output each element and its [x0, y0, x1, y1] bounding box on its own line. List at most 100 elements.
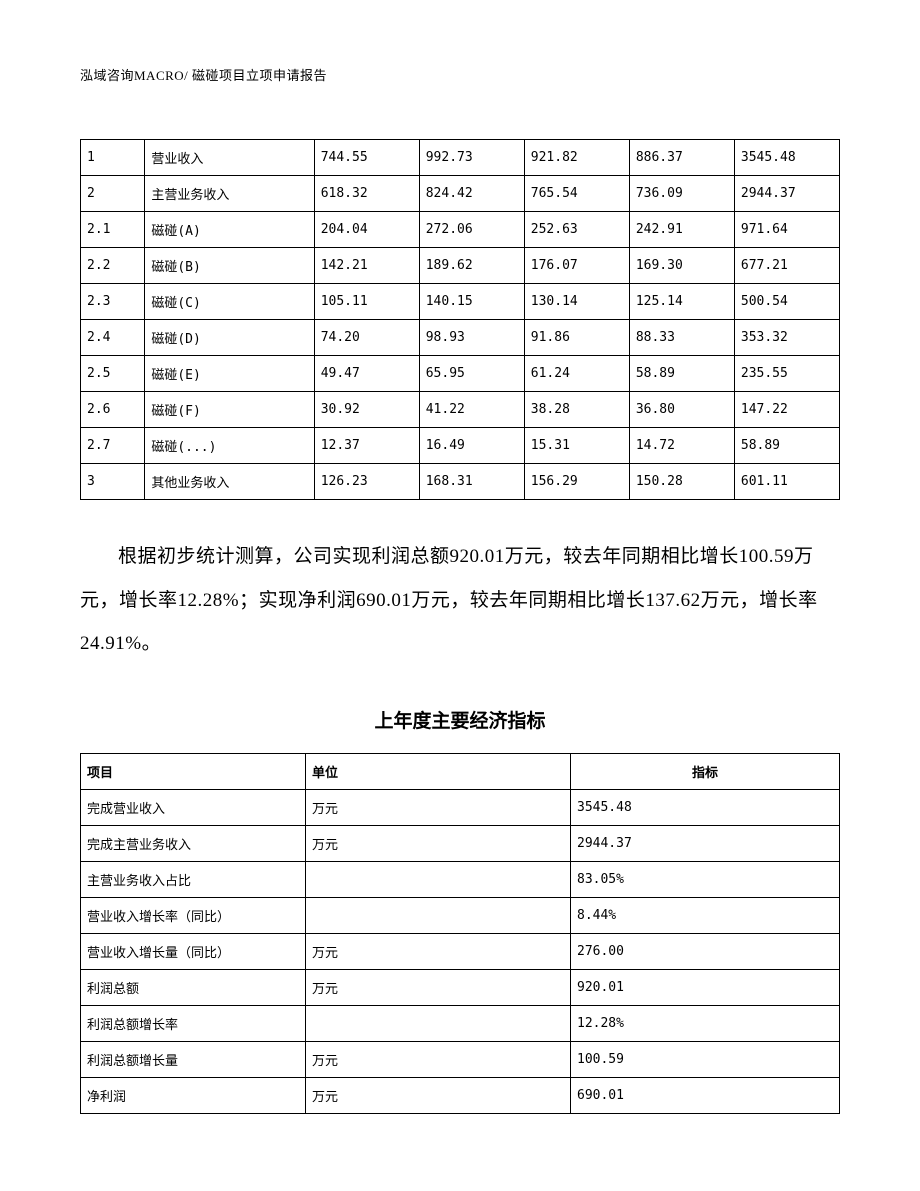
table-header-row: 项目 单位 指标	[81, 754, 840, 790]
table-row: 2.5磁碰(E)49.4765.9561.2458.89235.55	[81, 356, 840, 392]
table-row: 净利润万元690.01	[81, 1078, 840, 1114]
table-cell: 2.2	[81, 248, 145, 284]
table-cell: 15.31	[524, 428, 629, 464]
table-cell: 65.95	[419, 356, 524, 392]
table-row: 2.3磁碰(C)105.11140.15130.14125.14500.54	[81, 284, 840, 320]
table-cell: 176.07	[524, 248, 629, 284]
table-cell: 2.4	[81, 320, 145, 356]
table-cell: 100.59	[571, 1042, 840, 1078]
table-cell: 125.14	[629, 284, 734, 320]
table-row: 2主营业务收入618.32824.42765.54736.092944.37	[81, 176, 840, 212]
table-cell: 2.6	[81, 392, 145, 428]
table-cell: 235.55	[734, 356, 839, 392]
table-cell: 61.24	[524, 356, 629, 392]
table-cell: 3545.48	[571, 790, 840, 826]
table-cell	[306, 862, 571, 898]
table-cell: 618.32	[314, 176, 419, 212]
section-title: 上年度主要经济指标	[80, 706, 840, 733]
table-cell	[306, 898, 571, 934]
table-cell: 磁碰(E)	[145, 356, 314, 392]
table-row: 利润总额增长量万元100.59	[81, 1042, 840, 1078]
table-cell: 万元	[306, 790, 571, 826]
header-unit: 单位	[306, 754, 571, 790]
table-cell: 利润总额增长率	[81, 1006, 306, 1042]
table-cell: 824.42	[419, 176, 524, 212]
table-cell: 2.5	[81, 356, 145, 392]
revenue-table-body: 1营业收入744.55992.73921.82886.373545.482主营业…	[81, 140, 840, 500]
table-row: 完成主营业务收入万元2944.37	[81, 826, 840, 862]
table-cell: 营业收入增长量（同比）	[81, 934, 306, 970]
indicator-table-body: 完成营业收入万元3545.48完成主营业务收入万元2944.37主营业务收入占比…	[81, 790, 840, 1114]
table-cell: 150.28	[629, 464, 734, 500]
table-cell: 磁碰(B)	[145, 248, 314, 284]
table-cell: 万元	[306, 1078, 571, 1114]
revenue-table: 1营业收入744.55992.73921.82886.373545.482主营业…	[80, 139, 840, 500]
table-cell: 49.47	[314, 356, 419, 392]
table-cell: 12.37	[314, 428, 419, 464]
table-row: 完成营业收入万元3545.48	[81, 790, 840, 826]
table-cell: 142.21	[314, 248, 419, 284]
table-cell: 磁碰(A)	[145, 212, 314, 248]
table-cell: 万元	[306, 1042, 571, 1078]
table-cell: 58.89	[734, 428, 839, 464]
table-cell: 30.92	[314, 392, 419, 428]
table-cell: 营业收入	[145, 140, 314, 176]
table-cell: 169.30	[629, 248, 734, 284]
table-cell: 91.86	[524, 320, 629, 356]
table-cell: 万元	[306, 826, 571, 862]
table-cell: 140.15	[419, 284, 524, 320]
table-cell: 38.28	[524, 392, 629, 428]
table-row: 利润总额增长率 12.28%	[81, 1006, 840, 1042]
table-cell: 126.23	[314, 464, 419, 500]
table-cell: 74.20	[314, 320, 419, 356]
table-cell: 765.54	[524, 176, 629, 212]
table-cell: 主营业务收入	[145, 176, 314, 212]
summary-paragraph: 根据初步统计测算，公司实现利润总额920.01万元，较去年同期相比增长100.5…	[80, 535, 840, 666]
table-cell: 98.93	[419, 320, 524, 356]
table-row: 3其他业务收入126.23168.31156.29150.28601.11	[81, 464, 840, 500]
table-cell: 276.00	[571, 934, 840, 970]
table-cell: 168.31	[419, 464, 524, 500]
table-cell: 3	[81, 464, 145, 500]
header-item: 项目	[81, 754, 306, 790]
table-cell: 83.05%	[571, 862, 840, 898]
table-cell: 2.3	[81, 284, 145, 320]
table-cell: 130.14	[524, 284, 629, 320]
table-cell: 2944.37	[571, 826, 840, 862]
table-cell: 601.11	[734, 464, 839, 500]
table-cell: 12.28%	[571, 1006, 840, 1042]
table-cell: 744.55	[314, 140, 419, 176]
table-cell: 完成主营业务收入	[81, 826, 306, 862]
table-cell: 其他业务收入	[145, 464, 314, 500]
table-cell: 36.80	[629, 392, 734, 428]
table-cell: 1	[81, 140, 145, 176]
table-cell: 万元	[306, 970, 571, 1006]
table-cell: 147.22	[734, 392, 839, 428]
header-value: 指标	[571, 754, 840, 790]
table-cell	[306, 1006, 571, 1042]
table-cell: 16.49	[419, 428, 524, 464]
table-cell: 58.89	[629, 356, 734, 392]
table-row: 2.6磁碰(F)30.9241.2238.2836.80147.22	[81, 392, 840, 428]
table-cell: 971.64	[734, 212, 839, 248]
table-cell: 利润总额	[81, 970, 306, 1006]
table-cell: 利润总额增长量	[81, 1042, 306, 1078]
table-cell: 204.04	[314, 212, 419, 248]
table-cell: 磁碰(C)	[145, 284, 314, 320]
page-header: 泓域咨询MACRO/ 磁碰项目立项申请报告	[80, 65, 840, 84]
table-cell: 2.1	[81, 212, 145, 248]
table-row: 2.4磁碰(D)74.2098.9391.8688.33353.32	[81, 320, 840, 356]
table-cell: 磁碰(F)	[145, 392, 314, 428]
table-row: 2.2磁碰(B)142.21189.62176.07169.30677.21	[81, 248, 840, 284]
table-cell: 主营业务收入占比	[81, 862, 306, 898]
table-cell: 88.33	[629, 320, 734, 356]
table-cell: 992.73	[419, 140, 524, 176]
table-cell: 2.7	[81, 428, 145, 464]
table-cell: 921.82	[524, 140, 629, 176]
table-cell: 500.54	[734, 284, 839, 320]
table-cell: 886.37	[629, 140, 734, 176]
table-row: 主营业务收入占比 83.05%	[81, 862, 840, 898]
table-cell: 磁碰(...)	[145, 428, 314, 464]
table-cell: 营业收入增长率（同比）	[81, 898, 306, 934]
table-row: 1营业收入744.55992.73921.82886.373545.48	[81, 140, 840, 176]
